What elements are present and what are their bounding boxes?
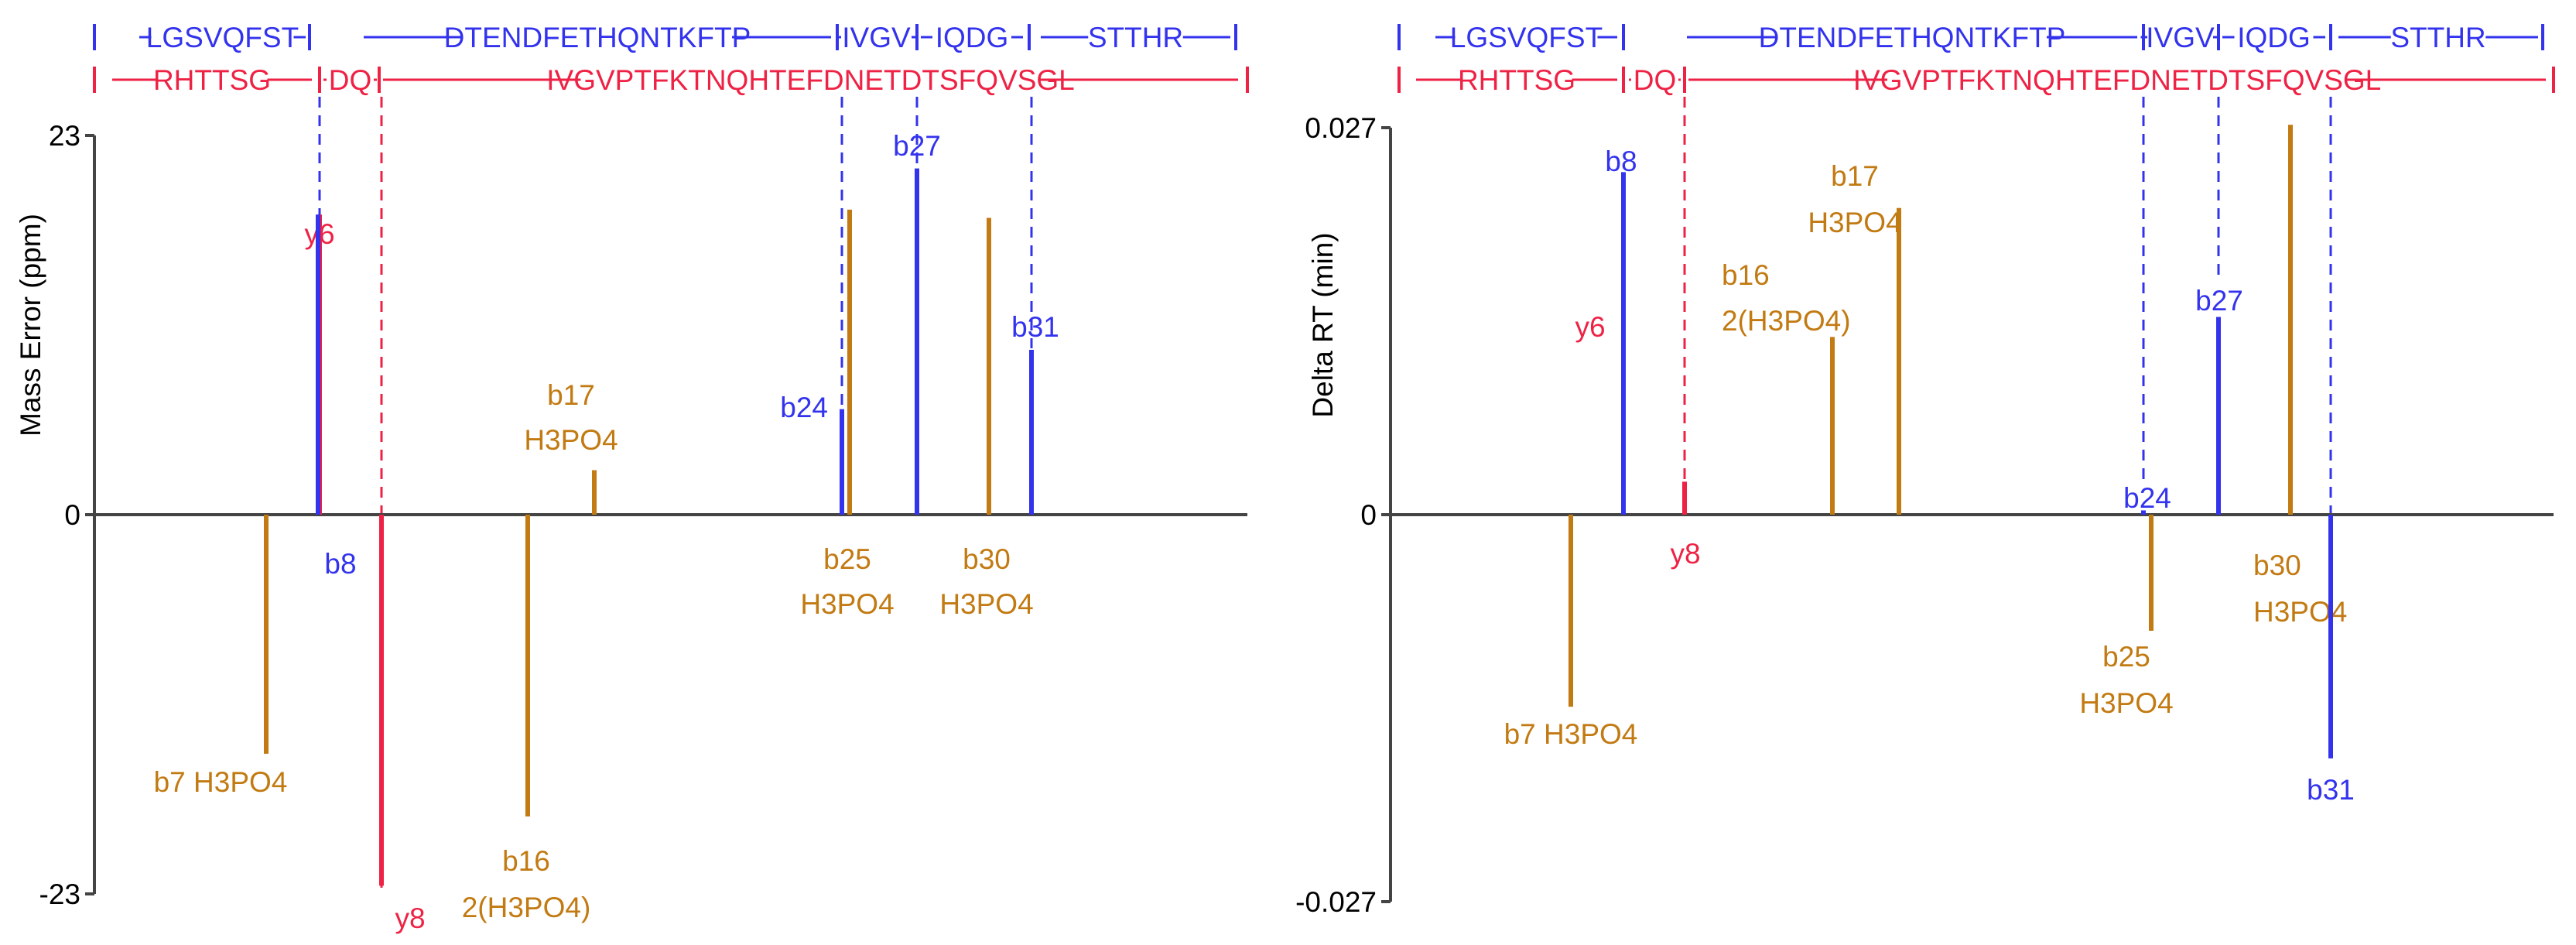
bar-label: b27	[2195, 285, 2243, 317]
sequence-segment-label: LGSVQFST	[146, 22, 299, 53]
sequence-segment-label: IVGV	[2146, 22, 2215, 53]
y-tick-label: 23	[49, 120, 80, 152]
bar-label: b31	[1011, 311, 1059, 343]
sequence-segment-label: DQ	[1634, 64, 1677, 96]
y-tick-label: -0.027	[1295, 886, 1377, 918]
y-axis-label: Mass Error (ppm)	[15, 214, 46, 437]
bar-label: y8	[1670, 538, 1700, 570]
sequence-segment-label: LGSVQFST	[1450, 22, 1603, 53]
y-tick-label: 0.027	[1305, 112, 1377, 144]
y-tick-label: 0	[1360, 499, 1377, 531]
bar-label: b7 H3PO4	[154, 766, 288, 798]
sequence-segment-label: STTHR	[1088, 22, 1183, 53]
bar-label: b8	[324, 548, 356, 580]
bar-label: b30 H3PO4	[939, 543, 1033, 620]
delta-rt-panel: LGSVQFST DTENDFETHQNTKFTP IVGV IQDG STTHR RHT…	[1295, 22, 2555, 918]
y-axis-label: Delta RT (min)	[1307, 232, 1339, 417]
bar-label: b24	[2123, 482, 2171, 514]
y-tick-label: -23	[39, 878, 80, 910]
sequence-segment-label: IQDG	[936, 22, 1009, 53]
sequence-segment-label: DTENDFETHQNTKFTP	[444, 22, 751, 53]
sequence-segment-label: IVGVPTFKTNQHTEFDNETDTSFQVSGL	[1853, 64, 2382, 96]
mass-error-panel: LGSVQFST DTENDFETHQNTKFTP IVGV IQDG STTHR RHT…	[15, 22, 1249, 934]
sequence-segment-label: DTENDFETHQNTKFTP	[1759, 22, 2066, 53]
bar-label: b25 H3PO4	[2079, 641, 2173, 719]
sequence-segment-label: IVGV	[842, 22, 911, 53]
bar-label: y6	[1575, 311, 1605, 343]
bar-label: b16 2(H3PO4)	[1722, 259, 1851, 337]
bar-label: b24	[780, 392, 828, 423]
bar-label: b27	[893, 130, 941, 162]
sequence-segment-label: DQ	[329, 64, 372, 96]
bar-label: b25 H3PO4	[800, 543, 894, 620]
bar-label: b7 H3PO4	[1504, 718, 1638, 750]
y-tick-label: 0	[64, 499, 80, 531]
bar-label: b8	[1605, 146, 1637, 177]
sequence-segment-label: IQDG	[2237, 22, 2311, 53]
sequence-segment-label: RHTTSG	[1458, 64, 1575, 96]
bar-label: b31	[2307, 774, 2355, 806]
bar-label: y8	[395, 902, 425, 934]
bar-label: b16 2(H3PO4)	[462, 845, 591, 923]
bar-label: b17 H3PO4	[524, 379, 617, 456]
sequence-segment-label: IVGVPTFKTNQHTEFDNETDTSFQVSGL	[546, 64, 1075, 96]
bar-label: b30 H3PO4	[2253, 550, 2347, 628]
sequence-segment-label: STTHR	[2390, 22, 2485, 53]
bar-label: b17 H3PO4	[1808, 160, 1901, 238]
sequence-segment-label: RHTTSG	[153, 64, 271, 96]
